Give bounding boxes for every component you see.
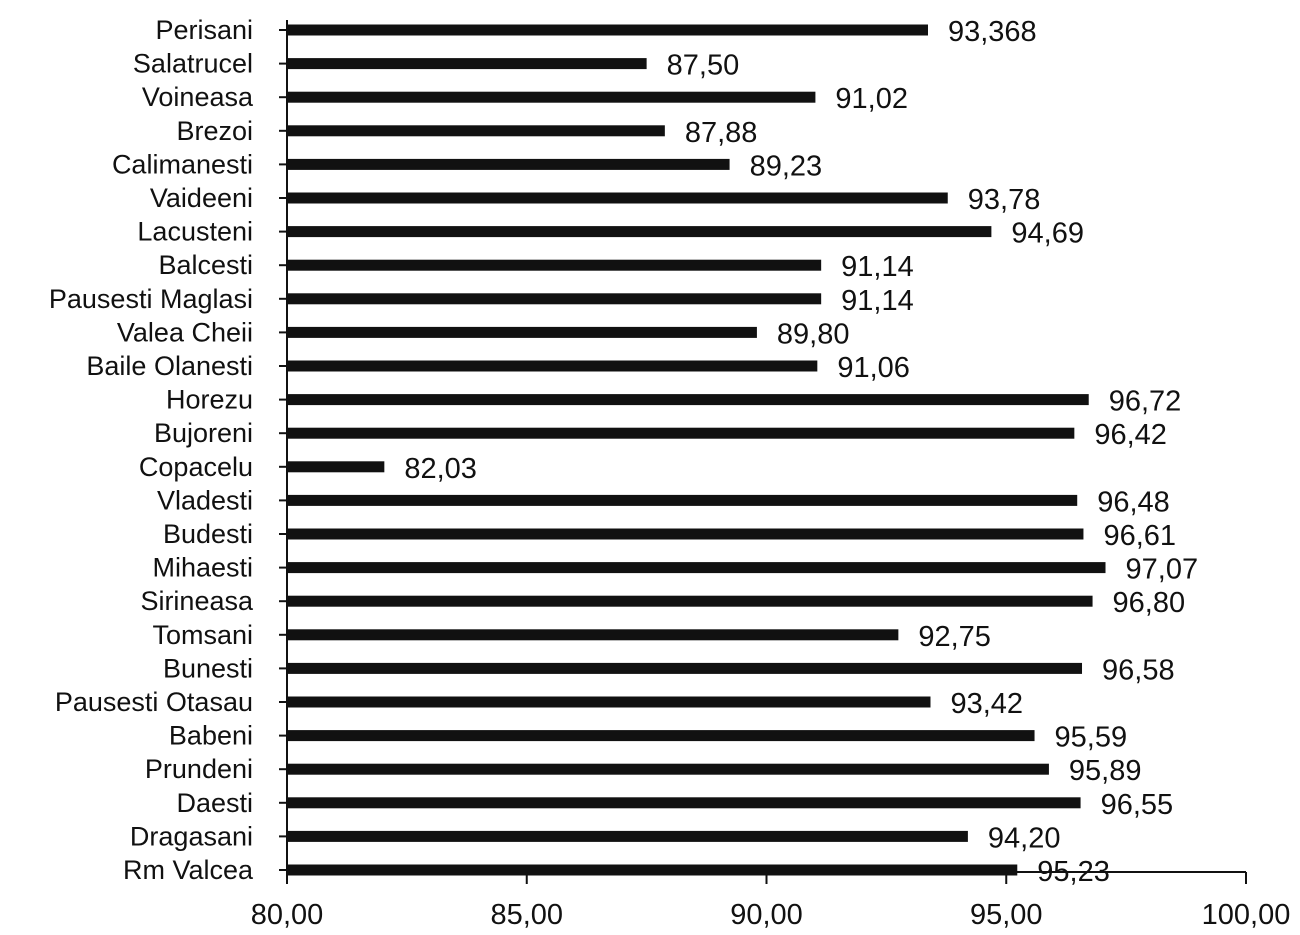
bar-baile-olanesti [287,360,818,372]
bar-budesti [287,528,1084,540]
value-label: 96,61 [1103,520,1176,552]
value-label: 97,07 [1126,554,1199,586]
bar-rm-valcea [287,864,1018,876]
x-tick-label: 80,00 [251,899,324,931]
category-label: Bujoreni [154,418,253,448]
category-label: Babeni [169,721,253,751]
value-label: 96,48 [1097,486,1170,518]
value-label: 94,20 [988,822,1061,854]
value-label: 94,69 [1011,218,1084,250]
value-label: 91,14 [841,285,914,317]
category-label: Valea Cheii [117,317,253,347]
bar-dragasani [287,830,968,842]
bar-voineasa [287,91,816,103]
value-label: 93,78 [968,184,1041,216]
bar-vladesti [287,494,1078,506]
value-label: 96,72 [1109,386,1182,418]
value-label: 95,89 [1069,755,1142,787]
value-label: 91,02 [835,83,908,115]
bar-calimanesti [287,158,730,170]
bar-balcesti [287,259,822,271]
category-label: Pausesti Otasau [55,687,253,717]
bar-horezu [287,394,1089,406]
bar-valea-cheii [287,326,757,338]
axes-layer: 80,00 85,00 90,00 95,00 100,00 [251,20,1291,931]
value-label: 91,14 [841,251,914,283]
value-label: 96,58 [1102,654,1175,686]
category-label: Tomsani [152,620,253,650]
bar-copacelu [287,461,385,473]
value-label: 96,55 [1101,789,1174,821]
bar-pausesti-otasau [287,696,931,708]
bars-layer [287,24,1106,876]
bar-pausesti-maglasi [287,293,822,305]
bar-mihaesti [287,562,1106,574]
x-tick-label: 90,00 [730,899,803,931]
category-label: Copacelu [139,452,253,482]
category-label: Dragasani [130,821,253,851]
bar-perisani [287,24,928,36]
category-label: Vladesti [157,485,253,515]
x-tick-label: 95,00 [970,899,1043,931]
value-label: 91,06 [837,352,910,384]
bar-sirineasa [287,595,1093,607]
bar-bujoreni [287,427,1075,439]
bar-salatrucel [287,58,647,70]
category-label: Voineasa [142,82,254,112]
category-label: Horezu [166,385,253,415]
value-label: 96,80 [1113,587,1186,619]
category-label: Budesti [163,519,253,549]
bar-daesti [287,797,1081,809]
category-label: Salatrucel [133,49,253,79]
value-label: 96,42 [1094,419,1167,451]
category-label: Daesti [176,788,253,818]
bar-prundeni [287,763,1049,775]
category-label: Perisani [155,15,253,45]
category-label: Pausesti Maglasi [49,284,253,314]
bar-brezoi [287,125,665,137]
bar-bunesti [287,662,1083,674]
bar-lacusteni [287,226,992,238]
category-label: Lacusteni [137,217,253,247]
value-label: 87,50 [667,50,740,82]
category-label: Mihaesti [152,553,253,583]
category-label: Sirineasa [140,586,254,616]
value-label: 92,75 [918,621,991,653]
x-tick-label: 85,00 [490,899,563,931]
value-label: 89,23 [750,150,823,182]
bar-vaideeni [287,192,948,204]
category-label: Rm Valcea [123,855,254,885]
bar-babeni [287,730,1035,742]
category-label: Calimanesti [112,149,253,179]
value-label: 93,42 [950,688,1023,720]
value-label: 89,80 [777,318,850,350]
value-label: 95,59 [1055,722,1128,754]
value-label: 82,03 [404,453,477,485]
category-label: Vaideeni [150,183,253,213]
category-label: Balcesti [158,250,253,280]
bar-tomsani [287,629,899,641]
category-label: Baile Olanesti [86,351,253,381]
value-label: 87,88 [685,117,758,149]
category-label: Brezoi [176,116,253,146]
value-label: 93,368 [948,16,1037,48]
category-label: Prundeni [145,754,253,784]
category-label: Bunesti [163,653,253,683]
x-tick-label: 100,00 [1202,899,1291,931]
